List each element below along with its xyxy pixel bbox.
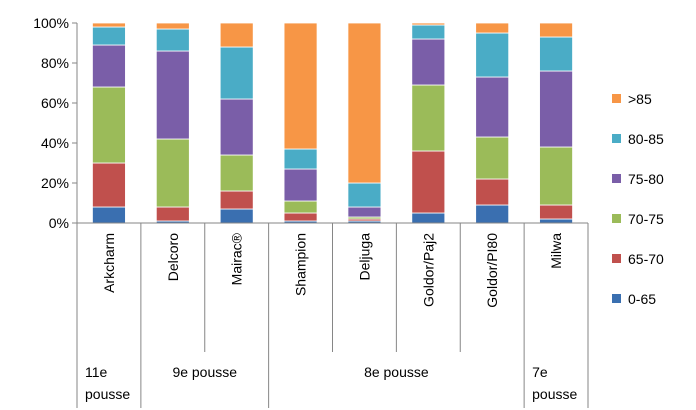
legend-swatch bbox=[612, 214, 621, 223]
x-category-label: Deljuga bbox=[356, 233, 372, 281]
bar-segment-75-80 bbox=[219, 98, 254, 156]
bar-segment-70-75 bbox=[539, 146, 573, 206]
bar-segment-65-70 bbox=[155, 206, 190, 222]
y-tick-label: 0% bbox=[49, 215, 69, 231]
legend-label: 65-70 bbox=[628, 251, 664, 267]
bar-segment-75-80 bbox=[155, 50, 190, 140]
bar-segment-0-65 bbox=[411, 212, 446, 224]
bar-segment->85 bbox=[475, 22, 510, 34]
x-category-label: Mairac® bbox=[229, 232, 245, 285]
legend-swatch bbox=[612, 174, 621, 183]
bar-segment-70-75 bbox=[283, 200, 318, 214]
bar-segment-65-70 bbox=[475, 178, 510, 206]
bar-segment->85 bbox=[283, 22, 318, 150]
x-axis: Arkcharm Delcoro Mairac® Shampion Deljuga Gol… bbox=[76, 222, 589, 408]
bar-segment-0-65 bbox=[539, 218, 573, 224]
x-group-label: 11e bbox=[85, 364, 108, 380]
y-tick-label: 60% bbox=[41, 95, 69, 111]
legend: >85 80-85 75-80 70-75 65-70 0-65 bbox=[612, 91, 664, 307]
bar-segment-65-70 bbox=[411, 150, 446, 214]
bar-segment-65-70 bbox=[539, 204, 573, 220]
bar-segment-65-70 bbox=[92, 162, 126, 208]
bars bbox=[92, 22, 573, 224]
y-tick-label: 80% bbox=[41, 55, 69, 71]
bar-segment->85 bbox=[539, 22, 573, 38]
legend-swatch bbox=[612, 254, 621, 263]
bar-segment-80-85 bbox=[92, 26, 126, 46]
x-group-label: pousse bbox=[532, 386, 577, 402]
x-group-label: 9e pousse bbox=[172, 364, 237, 380]
bar-segment->85 bbox=[411, 22, 446, 26]
x-group-label: pousse bbox=[85, 386, 130, 402]
bar-segment->85 bbox=[155, 22, 190, 30]
bar-segment-75-80 bbox=[411, 38, 446, 86]
bar-segment->85 bbox=[92, 22, 126, 28]
bar-segment-70-75 bbox=[219, 154, 254, 192]
bar-segment-80-85 bbox=[155, 28, 190, 52]
legend-label: 70-75 bbox=[628, 211, 664, 227]
bar-segment-80-85 bbox=[475, 32, 510, 78]
bar-segment->85 bbox=[347, 22, 382, 184]
bar-segment-80-85 bbox=[347, 182, 382, 208]
x-category-label: Arkcharm bbox=[101, 233, 117, 293]
x-category-label: Goldor/Paj2 bbox=[420, 233, 436, 307]
legend-label: >85 bbox=[628, 91, 652, 107]
bar-segment-75-80 bbox=[283, 168, 318, 202]
bar-segment-80-85 bbox=[283, 148, 318, 170]
bar-segment->85 bbox=[219, 22, 254, 48]
x-group-label: 7e bbox=[532, 364, 548, 380]
legend-swatch bbox=[612, 294, 621, 303]
bar-segment-75-80 bbox=[92, 44, 126, 88]
y-tick-label: 40% bbox=[41, 135, 69, 151]
bar-segment-70-75 bbox=[92, 86, 126, 164]
y-tick-label: 100% bbox=[33, 15, 69, 31]
bar-segment-75-80 bbox=[347, 206, 382, 218]
legend-label: 0-65 bbox=[628, 291, 656, 307]
x-category-label: Shampion bbox=[293, 233, 309, 296]
legend-label: 75-80 bbox=[628, 171, 664, 187]
bar-segment-80-85 bbox=[411, 24, 446, 40]
bar-segment-0-65 bbox=[219, 208, 254, 224]
bar-segment-65-70 bbox=[283, 212, 318, 222]
legend-label: 80-85 bbox=[628, 131, 664, 147]
x-category-label: Delcoro bbox=[165, 233, 181, 281]
bar-segment-80-85 bbox=[219, 46, 254, 100]
bar-segment-75-80 bbox=[475, 76, 510, 138]
bar-segment-70-75 bbox=[411, 84, 446, 152]
bar-segment-0-65 bbox=[475, 204, 510, 224]
bar-segment-0-65 bbox=[92, 206, 126, 224]
bar-segment-80-85 bbox=[539, 36, 573, 72]
x-category-label: Goldor/PI80 bbox=[484, 233, 500, 308]
x-category-label: Milwa bbox=[548, 233, 564, 269]
y-tick-label: 20% bbox=[41, 175, 69, 191]
bar-segment-70-75 bbox=[155, 138, 190, 208]
x-group-label: 8e pousse bbox=[364, 364, 429, 380]
bar-segment-70-75 bbox=[475, 136, 510, 180]
bar-segment-75-80 bbox=[539, 70, 573, 148]
y-axis: 0% 20% 40% 60% 80% 100% bbox=[33, 15, 78, 231]
legend-swatch bbox=[612, 134, 621, 143]
legend-swatch bbox=[612, 94, 621, 103]
bar-segment-65-70 bbox=[219, 190, 254, 210]
